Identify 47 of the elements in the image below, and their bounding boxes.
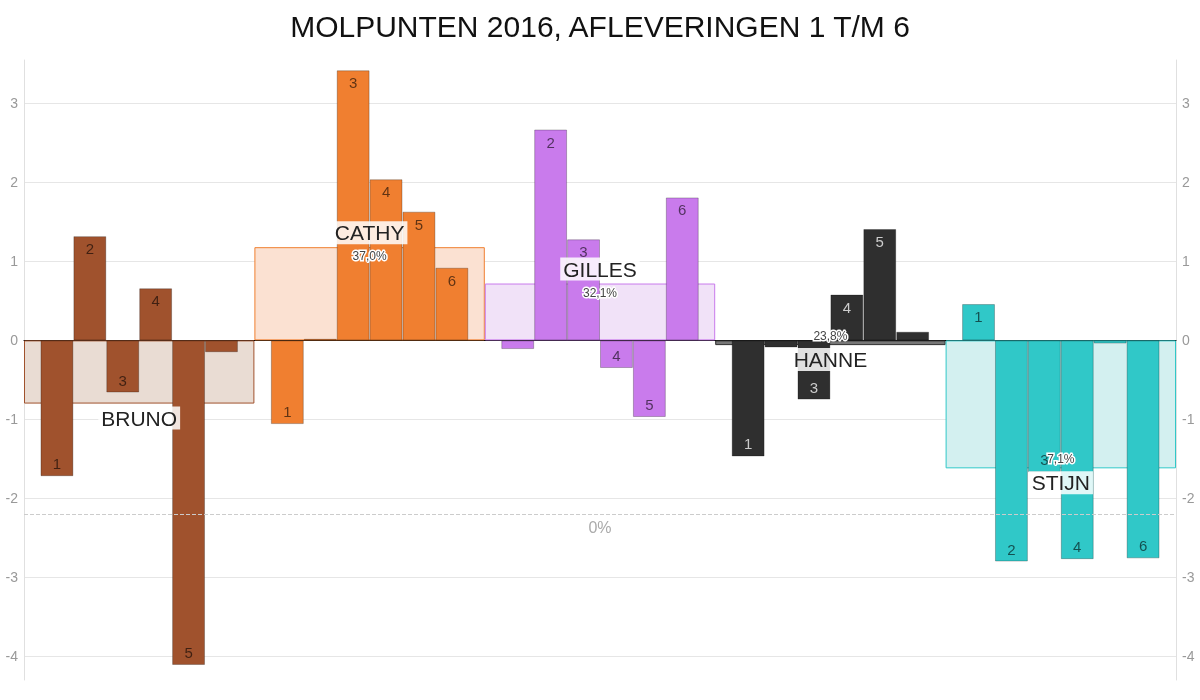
text: 5	[414, 215, 424, 233]
x-tick-label: CATHY	[334, 221, 405, 245]
y-tick-label: -2	[5, 490, 19, 507]
annotation: 0%	[588, 518, 612, 536]
y-tick-label: 0	[10, 332, 19, 349]
y2-tick-label: -4	[1182, 648, 1195, 665]
text: 2	[546, 133, 555, 151]
text: 4	[612, 347, 621, 365]
x-tick-label: BRUNO	[101, 406, 178, 430]
series-label: 2	[85, 240, 95, 258]
x-tick-label: HANNE	[793, 348, 868, 372]
text: 3	[809, 378, 819, 396]
series-label: 3	[118, 371, 127, 389]
series-label: 1	[52, 455, 62, 473]
y-tick-label: 1	[10, 253, 19, 270]
text: 1	[743, 435, 753, 453]
text: 1	[283, 403, 292, 421]
text: 2	[1007, 540, 1016, 558]
text: 6	[1138, 537, 1148, 555]
y2-tick-label: -2	[1182, 490, 1195, 507]
text: 5	[875, 233, 884, 251]
text: 4	[1073, 538, 1082, 556]
y-tick-label: -1	[5, 411, 19, 428]
y2-tick-label: 2	[1182, 174, 1190, 191]
text: 3	[1040, 451, 1049, 469]
y2-tick-label: 3	[1182, 95, 1190, 112]
y-tick-label: -4	[5, 648, 19, 665]
series-label: 5	[184, 643, 193, 661]
series-label: 4	[151, 292, 160, 310]
y2-tick-label: -3	[1182, 569, 1195, 586]
annotation: 32,1%	[582, 285, 618, 300]
y2-tick-label: 1	[1182, 253, 1190, 270]
y-tick-label: 3	[10, 95, 19, 112]
x-tick-label: GILLES	[563, 257, 637, 281]
text: 1	[974, 308, 983, 326]
text: 3	[348, 74, 358, 92]
text: 6	[678, 201, 687, 219]
text: 4	[842, 298, 852, 316]
chart-title: MOLPUNTEN 2016, AFLEVERINGEN 1 T/M 6	[290, 9, 910, 43]
y2-tick-label: -1	[1182, 411, 1195, 428]
y-tick-label: 2	[10, 174, 19, 191]
y2-tick-label: 0	[1182, 332, 1190, 349]
x-tick-label: STIJN	[1031, 471, 1090, 495]
y-tick-label: -3	[5, 569, 19, 586]
text: 5	[645, 395, 654, 413]
text: 4	[381, 183, 391, 201]
series-label: 6	[447, 271, 457, 289]
